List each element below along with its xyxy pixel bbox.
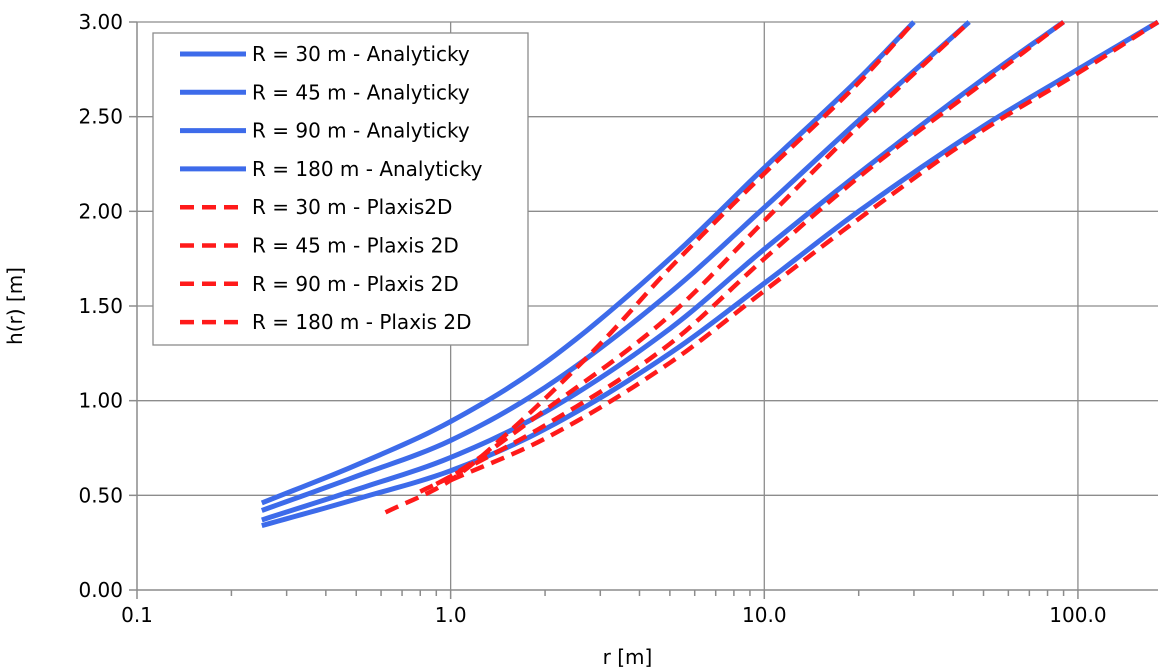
x-tick-label: 100.0 [1049,603,1106,627]
legend-label: R = 180 m - Analyticky [252,157,483,181]
y-tick-label: 1.00 [78,389,123,413]
legend: R = 30 m - Analyticky R = 45 m - Analytic… [152,32,529,346]
x-tick-label: 1.0 [435,603,467,627]
legend-box [152,32,529,346]
y-axis-title: h(r) [m] [3,267,27,345]
y-tick-label: 2.50 [78,105,123,129]
series-line-8 [449,20,1160,483]
series-line-5 [384,20,916,515]
series-line-3 [261,19,1066,523]
series-line-7 [435,20,1065,486]
y-tick-label: 2.00 [78,199,123,223]
series-layer [260,19,1160,529]
x-tick-label: 0.1 [121,603,153,627]
series-line-4 [261,19,1160,529]
y-tick-label: 1.50 [78,294,123,318]
series-line-1 [260,20,916,506]
legend-label: R = 30 m - Plaxis2D [252,195,452,219]
series-line-6 [419,20,971,494]
x-axis-title: r [m] [603,645,653,668]
y-tick-label: 0.50 [78,483,123,507]
x-tick-label: 10.0 [742,603,787,627]
tick-labels: 0.00 0.50 1.00 1.50 2.00 2.50 3.00 0.1 1.0 10.0 10… [78,10,1106,627]
y-tick-label: 3.00 [78,10,123,34]
legend-label: R = 90 m - Plaxis 2D [252,272,459,296]
legend-label: R = 180 m - Plaxis 2D [252,310,471,334]
legend-label: R = 45 m - Plaxis 2D [252,234,459,258]
legend-label: R = 30 m - Analyticky [252,42,470,66]
series-line-2 [260,20,971,513]
y-tick-label: 0.00 [78,578,123,602]
axes [129,21,1158,599]
legend-label: R = 45 m - Analyticky [252,80,470,104]
legend-label: R = 90 m - Analyticky [252,119,470,143]
